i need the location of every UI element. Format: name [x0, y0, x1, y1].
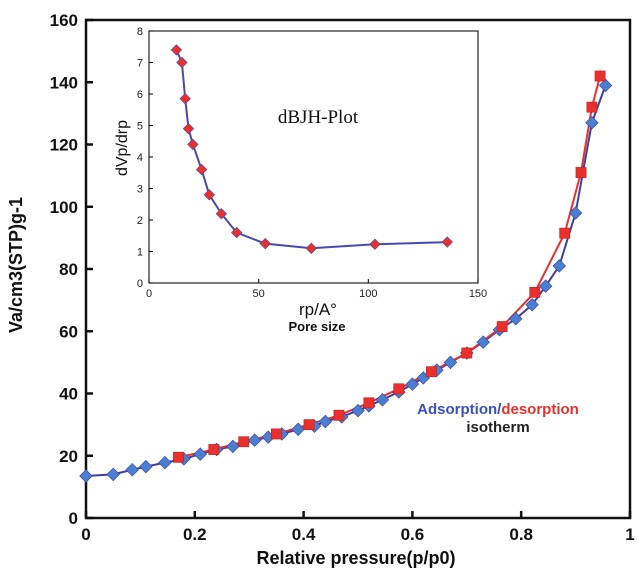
main-point-diamond [476, 335, 490, 349]
main-y-axis-label: Va/cm3(STP)g-1 [6, 197, 26, 333]
inset-point-diamond [187, 138, 199, 151]
main-x-tick-label: 0 [81, 525, 90, 544]
main-x-tick-label: 0.8 [509, 525, 533, 544]
main-point-diamond [598, 78, 613, 93]
main-point-diamond [125, 463, 139, 477]
inset-y-axis-label: dVp/drp [114, 120, 131, 176]
main-point-diamond [568, 206, 583, 220]
main-point-square [303, 419, 315, 431]
main-point-square [529, 286, 541, 298]
main-point-diamond [158, 455, 172, 470]
inset-y-tick-label: 1 [137, 247, 143, 259]
inset-point-diamond [215, 208, 228, 220]
main-y-tick-label: 120 [50, 136, 78, 155]
main-x-tick-label: 0.2 [183, 525, 207, 544]
inset-point-diamond [231, 226, 243, 239]
inset-point-diamond [369, 238, 381, 250]
main-point-diamond [291, 422, 305, 437]
inset-y-tick-label: 2 [137, 215, 143, 227]
main-point-diamond [351, 403, 365, 418]
inset-point-diamond [176, 56, 188, 69]
legend-desorption: desorption [501, 401, 579, 418]
inset-x-axis-label: rp/A° [299, 300, 337, 319]
main-x-tick-label: 1 [625, 525, 634, 544]
inset-x-tick-label: 150 [469, 288, 487, 300]
main-point-diamond [538, 279, 553, 293]
inset-point-diamond [182, 122, 195, 135]
main-point-square [559, 227, 571, 239]
main-series-line-0 [85, 85, 607, 477]
main-point-diamond [443, 355, 458, 370]
main-point-square [173, 451, 184, 463]
inset-y-tick-label: 8 [137, 26, 143, 38]
main-plot-frame [84, 18, 632, 520]
main-point-diamond [585, 115, 599, 130]
inset-y-tick-label: 4 [137, 152, 143, 164]
main-x-tick-label: 0.4 [292, 525, 316, 544]
inset-y-tick-label: 3 [137, 184, 143, 196]
inset-y-tick-label: 7 [137, 58, 143, 70]
legend-adsorption: Adsorption/ [417, 401, 502, 418]
main-x-axis-label: Relative pressure(p/p0) [256, 548, 455, 568]
main-y-tick-label: 140 [50, 73, 78, 92]
inset-y-tick-label: 0 [137, 278, 143, 290]
inset-point-diamond [203, 189, 215, 201]
inset-title: dBJH-Plot [278, 107, 359, 128]
inset-point-diamond [441, 236, 453, 248]
main-point-diamond [318, 414, 333, 429]
main-point-square [270, 428, 282, 440]
main-y-tick-label: 40 [59, 385, 78, 404]
inset-x-tick-label: 0 [146, 288, 152, 300]
main-point-diamond [139, 459, 153, 474]
main-x-tick-label: 0.6 [401, 525, 425, 544]
main-point-diamond [405, 377, 420, 391]
inset-series-line-0 [175, 49, 448, 250]
main-point-diamond [525, 298, 539, 312]
main-y-tick-label: 60 [59, 322, 78, 341]
main-point-diamond [552, 259, 567, 273]
inset-x-tick-label: 50 [253, 288, 265, 300]
main-point-square [238, 436, 250, 448]
main-point-diamond [247, 433, 262, 447]
inset-axes: 0 50 100 150 0 1 2 3 4 5 6 7 8 [137, 26, 487, 300]
main-point-square [461, 347, 473, 359]
main-point-square [594, 70, 606, 82]
inset-point-diamond [179, 93, 191, 105]
inset-point-diamond [259, 237, 271, 250]
inset-y-tick-label: 5 [137, 121, 143, 133]
inset-point-diamond [195, 163, 208, 176]
main-point-diamond [193, 447, 207, 461]
legend-line-2: isotherm [466, 419, 529, 436]
legend-line-1: Adsorption/desorption [417, 401, 579, 418]
main-point-square [575, 167, 587, 178]
main-y-tick-label: 20 [59, 447, 78, 466]
main-point-square [393, 383, 405, 395]
inset-point-diamond [305, 242, 317, 255]
main-point-square [333, 409, 345, 421]
main-point-diamond [79, 469, 93, 483]
main-y-tick-label: 160 [50, 11, 78, 30]
main-point-diamond [375, 393, 390, 407]
inset-point-diamond [170, 44, 183, 56]
inset-x-tick-label: 100 [359, 288, 377, 300]
inset-series [170, 44, 453, 255]
main-y-tick-label: 80 [59, 260, 78, 279]
main-point-square [363, 397, 375, 409]
main-point-square [426, 366, 437, 378]
inset-x-axis-sublabel: Pore size [288, 319, 345, 334]
inset-y-tick-label: 6 [137, 89, 143, 101]
main-point-square [496, 321, 508, 332]
main-point-diamond [509, 312, 523, 326]
main-point-diamond [226, 439, 240, 454]
main-y-tick-label: 0 [69, 509, 78, 528]
main-y-tick-label: 100 [50, 198, 78, 217]
main-point-diamond [106, 467, 120, 482]
main-point-square [208, 444, 220, 455]
main-point-square [586, 101, 598, 113]
legend: Adsorption/desorption isotherm [417, 401, 579, 436]
main-series [79, 70, 613, 483]
